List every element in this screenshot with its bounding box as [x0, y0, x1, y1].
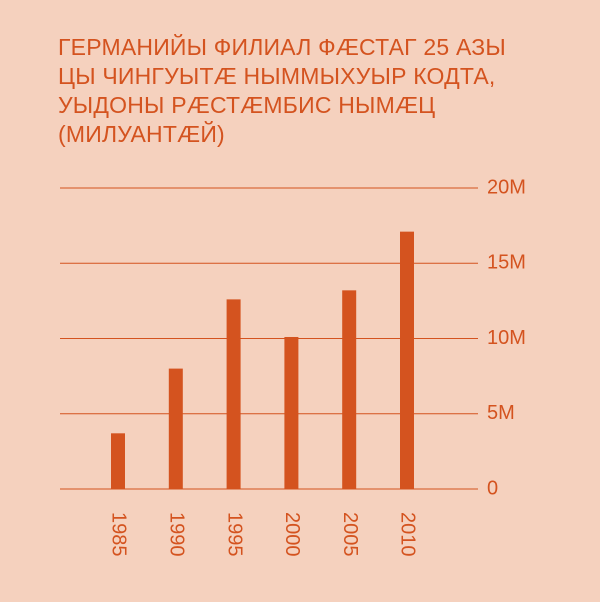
chart-title: ГЕРМАНИЙЫ ФИЛИАЛ ФÆСТАГ 25 АЗЫ ЦЫ ЧИНГУЫ… [58, 34, 506, 147]
bar [400, 231, 414, 489]
y-tick-label: 5M [487, 402, 515, 424]
y-tick-label: 10M [487, 327, 526, 349]
bar [226, 299, 241, 489]
y-tick-label: 15M [487, 252, 526, 274]
x-tick-label: 1995 [223, 512, 245, 557]
x-tick-label: 2010 [397, 512, 419, 557]
bar [284, 336, 299, 489]
x-tick-label: 2005 [339, 512, 361, 557]
x-tick-label: 2000 [281, 512, 303, 557]
x-tick-label: 1985 [108, 512, 130, 557]
x-tick-label: 1990 [166, 512, 188, 557]
y-tick-label: 20M [487, 176, 526, 198]
y-tick-label: 0 [487, 477, 498, 499]
bar [111, 433, 125, 489]
bar [168, 368, 183, 489]
bar [342, 290, 357, 489]
